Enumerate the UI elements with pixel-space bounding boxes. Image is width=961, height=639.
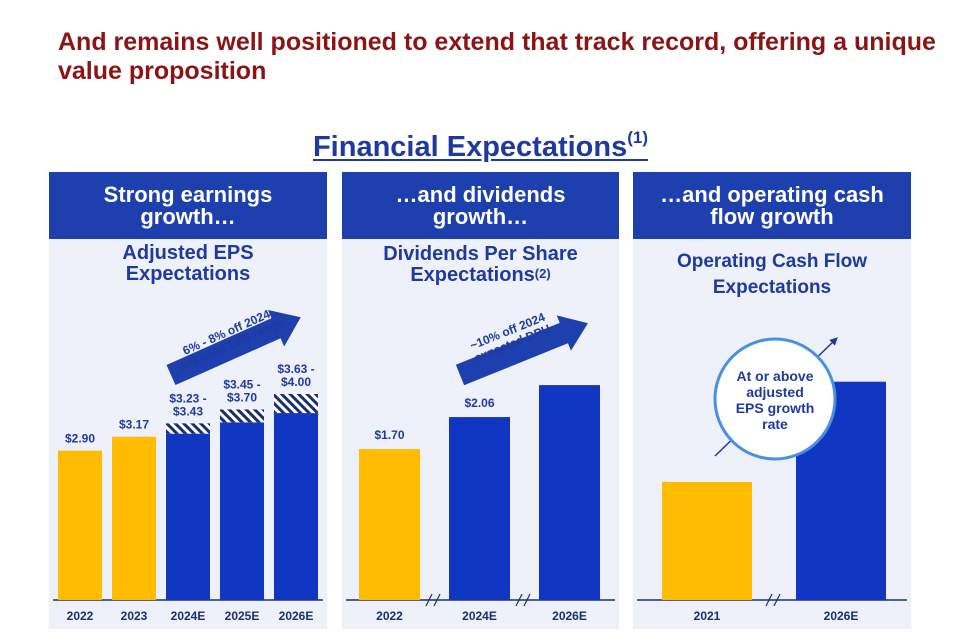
bar-range-2025E [220,409,264,423]
data-label-2024E: $3.23 -$3.43 [169,391,206,418]
growth-arrow [166,309,301,386]
section-title-wrap: Financial Expectations(1) [0,128,961,164]
panel-header-text: …and dividends growth… [395,181,566,229]
panel-cashflow: …and operating cash flow growth Operatin… [633,172,911,629]
axis-break-mark [765,593,773,607]
bar-2021 [662,482,752,600]
bar-2025E [220,422,264,600]
data-label-2026E: $3.63 -$4.00 [277,362,314,389]
cashflow-chart: 2021 2026E At or above adjusted EPS growth ra… [637,337,907,623]
metric-title-text: Dividends Per Share Expectations [383,243,578,286]
bar-range-2026E [274,394,318,414]
tick-label-2026E: 2026E [552,609,587,623]
metric-title-text: Operating Cash Flow Expectations [676,251,868,298]
tick-label-2026E: 2026E [824,609,859,623]
slide-headline: And remains well positioned to extend th… [58,28,936,85]
tick-label-2024E: 2024E [462,609,497,623]
eps-chart: $2.90 2022 $3.17 2023 $3.23 -$3.43 2024E $3.45… [53,307,323,623]
bar-2026E [539,385,600,600]
data-label-2023: $3.17 [119,418,149,432]
data-label-2024E: $2.06 [464,396,494,410]
growth-arrow [455,315,588,386]
bar-2022 [359,449,420,600]
growth-arrow-shape [166,309,301,386]
callout-circle [713,337,837,461]
bar-2022 [58,450,102,600]
panel-earnings: Strong earnings growth… Adjusted EPS Exp… [49,172,327,629]
panel-dividends: …and dividends growth… Dividends Per Sha… [342,172,619,629]
axis-break-mark [773,593,781,607]
metric-title-footnote: (2) [534,266,551,281]
panel-header: …and operating cash flow growth [633,172,911,239]
section-title-text: Financial Expectations [312,131,628,163]
metric-title: Dividends Per Share Expectations(2) [342,244,619,286]
tick-label-2026E: 2026E [279,609,314,623]
section-title: Financial Expectations(1) [312,128,649,163]
section-title-footnote: (1) [627,128,649,147]
data-label-2025E: $3.45 -$3.70 [223,377,260,404]
tick-label-2023: 2023 [121,609,148,623]
axis-break-mark [425,593,433,607]
bar-2024E [449,417,510,600]
panel-header-text: …and operating cash flow growth [660,181,884,229]
tick-label-2022: 2022 [376,609,403,623]
axis-break-mark [523,593,531,607]
tick-label-2022: 2022 [67,609,94,623]
axis-break-mark [515,593,523,607]
metric-title: Adjusted EPS Expectations [49,243,327,285]
bar-range-2024E [166,423,210,434]
tick-label-2025E: 2025E [225,609,260,623]
bar-2023 [112,436,156,600]
bar-2024E [166,433,210,600]
panel-header: …and dividends growth… [342,172,619,239]
data-label-2022: $1.70 [374,428,404,442]
tick-label-2024E: 2024E [171,609,206,623]
bar-2026E [274,413,318,600]
panel-header: Strong earnings growth… [49,172,327,239]
data-label-2022: $2.90 [65,432,95,446]
metric-title: Operating Cash Flow Expectations [633,249,911,301]
callout-text: At or above adjusted EPS growth rate [736,368,815,432]
panel-header-text: Strong earnings growth… [103,181,273,229]
axis-break-mark [433,593,441,607]
metric-title-text: Adjusted EPS Expectations [122,242,254,285]
tick-label-2021: 2021 [694,609,721,623]
growth-arrow-shape [455,315,588,386]
